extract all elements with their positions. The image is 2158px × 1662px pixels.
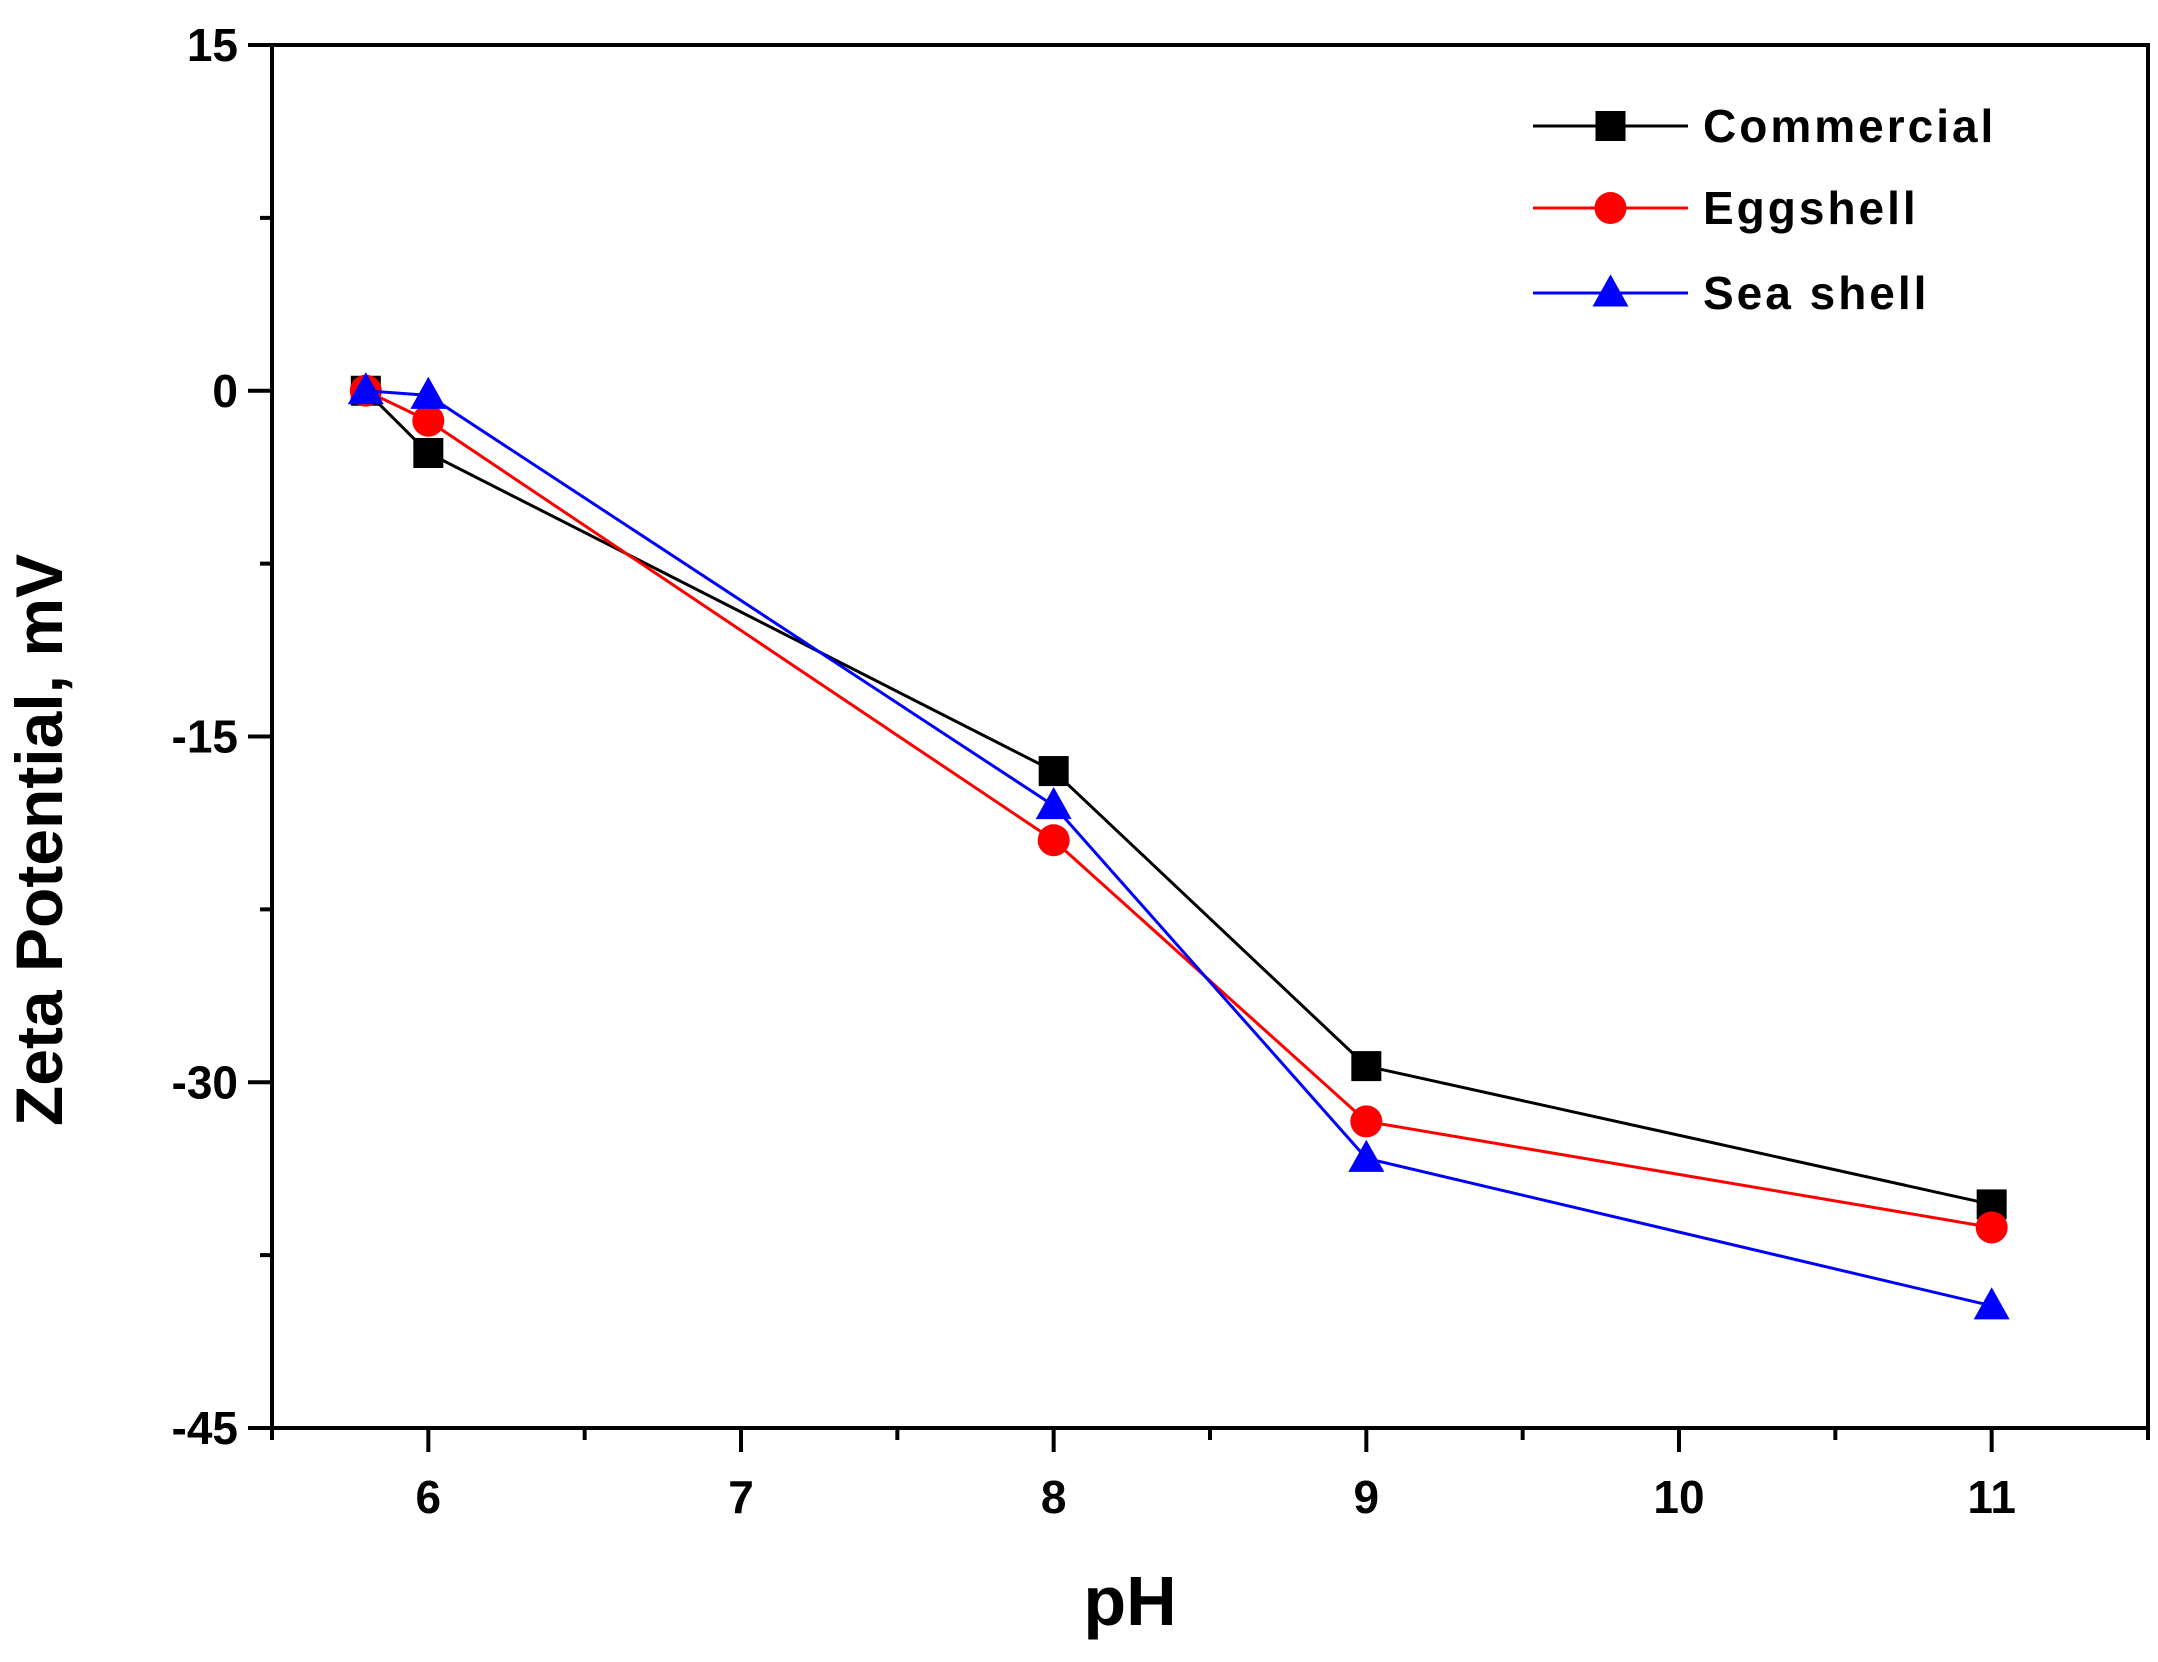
legend-label: Eggshell — [1703, 182, 1919, 234]
data-point — [1348, 1139, 1385, 1172]
data-point — [410, 376, 447, 409]
x-tick-label: 8 — [1041, 1471, 1067, 1523]
x-tick-label: 9 — [1354, 1471, 1380, 1523]
data-point — [1350, 1105, 1383, 1138]
data-point — [1038, 756, 1069, 787]
legend-item: Eggshell — [1533, 182, 1919, 234]
data-point — [413, 437, 444, 468]
y-tick-label: 0 — [212, 365, 238, 417]
legend-marker — [1595, 111, 1626, 141]
data-point — [347, 372, 384, 405]
legend-item: Sea shell — [1533, 267, 1929, 319]
data-point — [1973, 1287, 2010, 1320]
data-point — [1035, 787, 1072, 820]
data-point — [1351, 1051, 1382, 1082]
y-tick-label: 15 — [187, 19, 238, 71]
axes-group: 15 0 -15 -30 -45 6 7 8 9 10 11 — [172, 19, 2150, 1523]
x-axis-title: pH — [1083, 1562, 1176, 1640]
data-point — [412, 404, 445, 437]
data-point — [1975, 1211, 2008, 1244]
legend-label: Sea shell — [1703, 267, 1929, 319]
legend-item: Commercial — [1533, 100, 1996, 152]
x-tick-label: 10 — [1653, 1471, 1704, 1523]
data-point — [1037, 824, 1070, 857]
x-tick-label: 7 — [728, 1471, 754, 1523]
series-group — [347, 372, 2010, 1320]
y-tick-label: -15 — [172, 711, 238, 763]
legend: Commercial Eggshell Sea shell — [1533, 100, 1996, 319]
series-sea-shell — [347, 372, 2010, 1320]
y-axis-title: Zeta Potential, mV — [2, 554, 76, 1126]
legend-marker — [1594, 192, 1627, 224]
x-tick-label: 6 — [416, 1471, 442, 1523]
y-tick-label: -45 — [172, 1402, 238, 1454]
y-tick-label: -30 — [172, 1056, 238, 1108]
legend-marker — [1592, 274, 1629, 307]
x-tick-label: 11 — [1967, 1471, 2016, 1523]
legend-label: Commercial — [1703, 100, 1996, 152]
